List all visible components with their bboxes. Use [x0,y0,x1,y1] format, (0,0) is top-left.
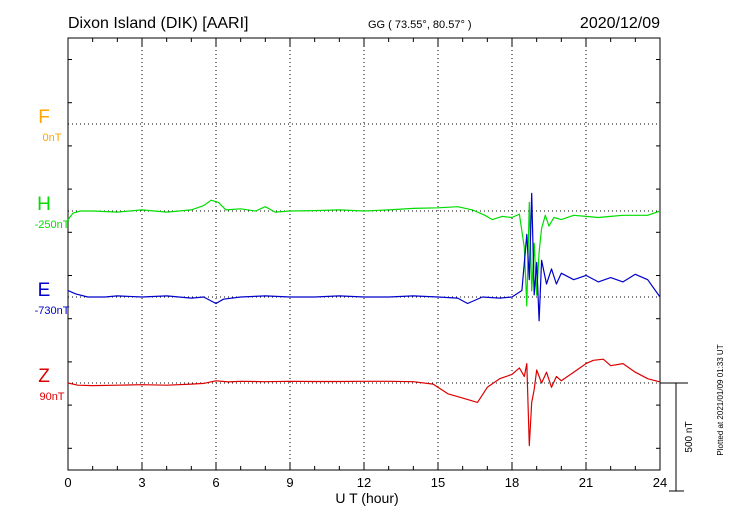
x-tick-label: 6 [212,475,219,490]
x-tick-label: 18 [505,475,519,490]
x-axis-title: U T (hour) [335,490,398,506]
series-label-E: E [38,280,51,301]
x-tick-label: 21 [579,475,593,490]
series-baseline-Z: 90nT [39,391,64,403]
x-tick-label: 0 [64,475,71,490]
scale-bar: 500 nT [660,382,695,492]
x-tick-label: 15 [431,475,445,490]
x-tick-label: 24 [653,475,667,490]
series-labels: F 0nT H -250nT E -730nT Z 90nT [35,107,70,403]
x-tick-label: 3 [138,475,145,490]
traces [67,192,661,447]
series-label-F: F [38,107,50,128]
chart-date: 2020/12/09 [580,15,660,32]
plotted-timestamp: Plotted at 2021/01/09 01:33 UT [716,344,725,455]
x-axis: 0 3 6 9 12 15 18 21 24 [64,38,667,490]
grid-lines [68,38,660,470]
trace-Z [67,358,661,447]
x-tick-label: 9 [286,475,293,490]
trace-E [67,192,661,322]
x-tick-label: 12 [357,475,371,490]
trace-H [67,199,661,307]
station-title: Dixon Island (DIK) [AARI] [68,15,249,32]
series-label-H: H [37,194,51,215]
series-label-Z: Z [38,366,50,387]
series-baseline-F: 0nT [43,132,62,144]
series-baseline-H: -250nT [35,219,70,231]
station-coords: GG ( 73.55°, 80.57° ) [368,19,472,31]
series-baseline-E: -730nT [35,305,70,317]
scale-bar-label: 500 nT [684,421,695,452]
